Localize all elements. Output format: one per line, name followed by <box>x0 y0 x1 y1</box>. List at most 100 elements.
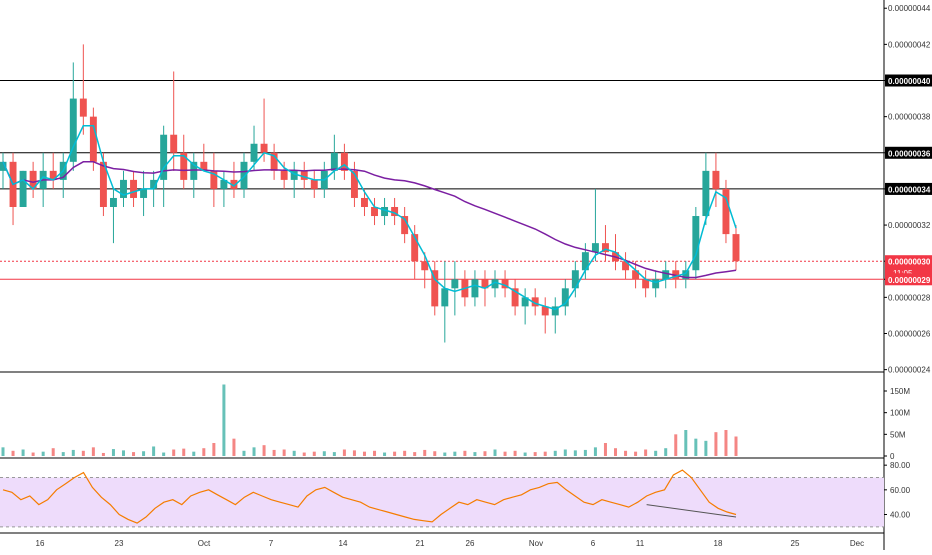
time-tick-label: 23 <box>115 539 124 548</box>
volume-bar <box>443 452 447 456</box>
price-tick-label: 0.00000038 <box>888 113 931 122</box>
price-tick-label: 0.00000042 <box>888 40 931 49</box>
candle-body <box>200 161 208 171</box>
price-tick-label: 0.00000026 <box>888 329 931 338</box>
candle <box>411 225 419 280</box>
price-level-label: 0.00000034 <box>888 185 931 194</box>
candle-body <box>69 98 77 162</box>
candle <box>220 170 228 207</box>
time-tick-label: 14 <box>339 539 348 548</box>
volume-bar <box>513 450 517 456</box>
candle-body <box>712 170 720 189</box>
time-tick-label: 26 <box>466 539 475 548</box>
candle <box>571 261 579 298</box>
candle-body <box>240 161 248 189</box>
rsi-tick-label: 40.00 <box>890 511 911 520</box>
candle <box>541 297 549 334</box>
volume-bar <box>563 449 567 456</box>
candle-body <box>391 206 399 217</box>
candle <box>170 71 178 171</box>
volume-bar <box>674 434 678 456</box>
candle <box>330 134 338 180</box>
volume-bar <box>383 452 387 456</box>
volume-bar <box>714 432 718 456</box>
volume-bar <box>272 449 276 456</box>
candle <box>120 170 127 207</box>
moving-average-short <box>2 124 737 311</box>
candle-body <box>120 179 127 198</box>
candle <box>260 98 268 162</box>
candle <box>79 44 87 135</box>
support-label: 0.00000029 <box>888 276 931 285</box>
time-tick-label: 21 <box>416 539 425 548</box>
candle-body <box>180 152 188 180</box>
candle-body <box>210 170 218 189</box>
volume-bar <box>493 449 497 456</box>
candle-body <box>19 170 27 207</box>
candle-body <box>642 279 650 289</box>
candle <box>140 170 148 217</box>
price-pane <box>0 44 884 343</box>
candle <box>692 206 700 280</box>
volume-bar <box>212 443 216 456</box>
volume-bar <box>31 452 35 456</box>
volume-bar <box>634 451 638 456</box>
volume-bar <box>473 452 477 456</box>
rsi-band <box>0 477 884 527</box>
candle <box>350 161 358 207</box>
candle <box>722 179 730 244</box>
volume-tick-label: 0 <box>890 452 895 461</box>
divergence-trendline <box>646 504 737 518</box>
volume-bar <box>644 449 648 456</box>
candle <box>300 161 308 189</box>
candle <box>642 270 650 298</box>
volume-bar <box>593 447 597 456</box>
candle-body <box>451 279 459 289</box>
volume-bar <box>302 452 306 456</box>
candle <box>310 170 318 198</box>
volume-bar <box>51 448 55 456</box>
candle-body <box>501 279 509 289</box>
candle-body <box>350 170 358 198</box>
candle-body <box>471 279 479 298</box>
volume-bar <box>222 384 226 456</box>
volume-bar <box>232 438 236 456</box>
candle <box>69 62 77 171</box>
volume-bar <box>543 451 547 456</box>
time-tick-label: Dec <box>850 539 864 548</box>
candle-body <box>541 306 549 316</box>
volume-bar <box>373 450 377 456</box>
time-tick-label: 6 <box>591 539 596 548</box>
candle-body <box>531 297 539 307</box>
candle-body <box>581 252 589 271</box>
volume-bar <box>533 452 537 456</box>
price-tick-label: 0.00000028 <box>888 293 931 302</box>
candle-body <box>270 152 278 171</box>
volume-bar <box>503 451 507 456</box>
candle-body <box>89 116 97 162</box>
candle <box>0 152 7 189</box>
price-level-label: 0.00000036 <box>888 149 931 158</box>
candle <box>130 170 138 207</box>
price-tick-label: 0.00000044 <box>888 4 931 13</box>
candle <box>160 125 168 207</box>
price-tick-label: 0.00000032 <box>888 221 931 230</box>
volume-bar <box>101 452 105 456</box>
candle <box>471 270 479 307</box>
volume-bar <box>342 449 346 456</box>
volume-bar <box>182 448 186 456</box>
volume-bar <box>332 452 336 456</box>
candle-body <box>511 288 519 307</box>
candle-body <box>682 270 690 280</box>
candle-body <box>140 188 148 198</box>
candle-body <box>551 306 559 316</box>
candle <box>19 170 27 207</box>
candle-body <box>250 143 258 162</box>
time-tick-label: Oct <box>198 539 211 548</box>
candle <box>391 197 399 226</box>
candle <box>371 197 378 226</box>
candle-body <box>571 270 579 289</box>
candle-body <box>220 179 228 189</box>
